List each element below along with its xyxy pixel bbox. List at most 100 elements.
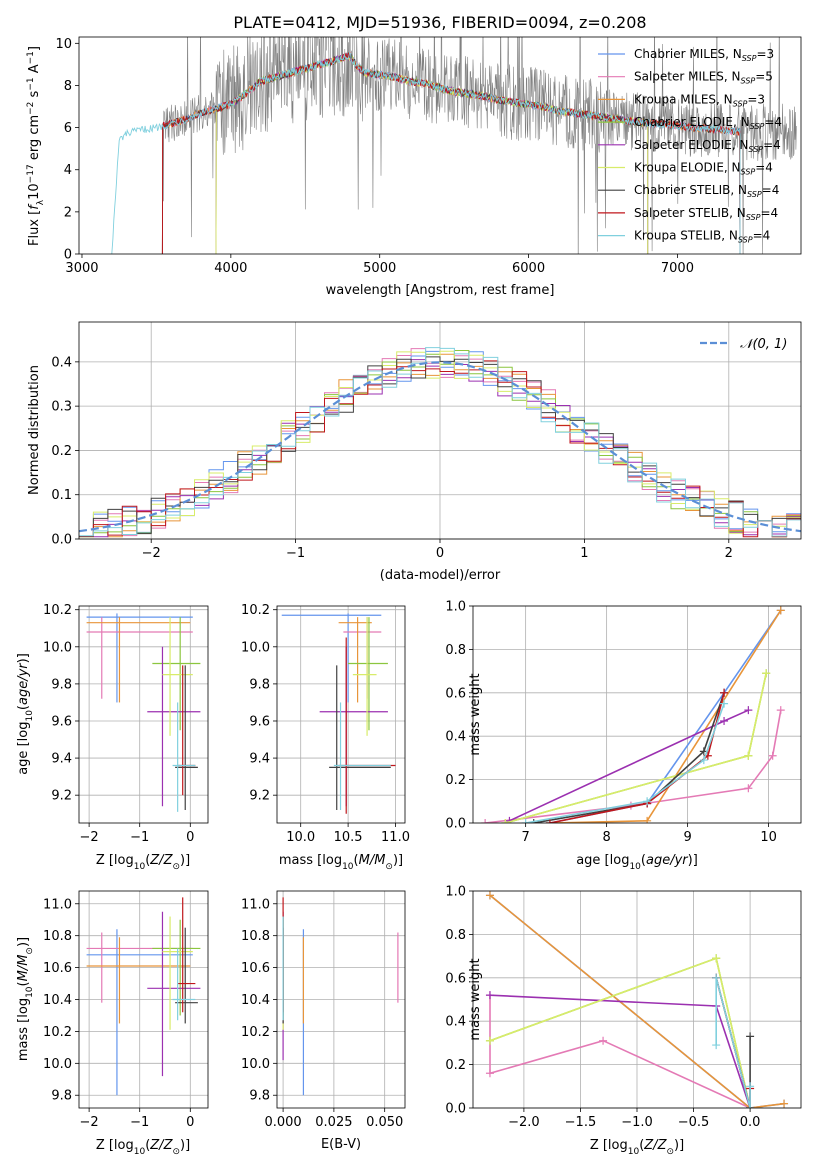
x-axis-label: mass [log10(M/M⊙)] <box>279 853 403 872</box>
label-part: ( <box>354 853 359 868</box>
legend-label-sub: SSP <box>750 122 765 131</box>
legend-label-sub: SSP <box>742 54 757 63</box>
weight-line-kroupa-miles <box>489 894 785 1108</box>
data-point-marker <box>744 784 753 793</box>
x-tick-label: 0 <box>186 1115 194 1130</box>
weight-line-kroupa-stelib <box>525 703 725 823</box>
data-point-marker <box>746 1032 755 1041</box>
x-tick-label: 4000 <box>214 261 247 276</box>
label-part: ( <box>145 1138 150 1153</box>
x-tick-label: 1 <box>580 546 588 561</box>
legend-label-sub: SSP <box>733 99 748 108</box>
data-point-marker <box>485 1069 494 1078</box>
y-axis-label: mass weight <box>468 673 483 755</box>
label-part: Z/Z <box>643 1138 667 1153</box>
plot-area <box>485 891 789 1108</box>
legend-label-count: =4 <box>755 161 773 175</box>
y-tick-label: 11.0 <box>241 897 270 912</box>
label-part: f <box>27 203 42 210</box>
x-tick-label: −1 <box>130 1115 149 1130</box>
x-tick-label: 3000 <box>65 261 98 276</box>
y-tick-label: 9.8 <box>51 677 72 692</box>
observed-spectrum-line <box>162 37 797 254</box>
x-tick-label: 10.5 <box>334 830 363 845</box>
y-tick-label: 6 <box>64 121 72 136</box>
y-tick-label: 10.0 <box>241 1057 270 1072</box>
weight-line-chabrier-elodie <box>489 957 751 1108</box>
label-part: M/M <box>359 853 386 868</box>
label-part: 10 <box>134 1147 146 1157</box>
label-part: M/M <box>16 955 31 982</box>
data-point-marker <box>485 1036 494 1045</box>
normal-curve <box>79 361 801 533</box>
label-part: age/yr <box>16 662 31 705</box>
data-point-marker <box>712 954 721 963</box>
label-part: ⊙ <box>385 862 393 872</box>
weight-line-salpeter-elodie <box>489 994 751 1108</box>
data-point-marker <box>643 816 652 823</box>
label-part: Z/Z <box>149 853 173 868</box>
axes-frame <box>472 890 802 1109</box>
legend-label-main: Kroupa STELIB, N <box>634 229 738 243</box>
legend-label: Kroupa STELIB, NSSP=4 <box>634 229 770 245</box>
y-tick-label: 10 <box>55 37 72 52</box>
y-tick-label: 10.0 <box>43 1057 72 1072</box>
plot-area <box>282 897 399 1096</box>
label-part: Z [log <box>590 1138 628 1153</box>
plot-area <box>481 606 785 823</box>
data-point-marker <box>521 819 530 823</box>
y-tick-label: 0 <box>64 248 72 263</box>
legend-label: 𝒩(0, 1) <box>740 337 787 352</box>
plot-area <box>86 897 201 1096</box>
y-tick-label: 1.0 <box>445 885 466 900</box>
y-tick-label: 10.8 <box>43 929 72 944</box>
y-tick-label: 2 <box>64 205 72 220</box>
x-tick-label: 9 <box>683 830 691 845</box>
x-axis-label: E(B-V) <box>321 1137 361 1152</box>
y-axis-label: Flux [fλ10−17 erg cm−2 s−1 A−1] <box>26 46 46 246</box>
y-tick-label: 9.6 <box>249 714 270 729</box>
label-part: A <box>27 64 42 77</box>
legend-label-count: =4 <box>763 138 781 152</box>
y-tick-label: 10.8 <box>241 929 270 944</box>
histogram-kroupa-elodie <box>79 350 801 538</box>
axes-frame <box>78 36 802 255</box>
x-tick-label: −1.0 <box>621 1115 653 1130</box>
legend-label: Salpeter MILES, NSSP=5 <box>634 70 773 86</box>
label-part: 10 <box>27 183 42 200</box>
y-tick-label: 4 <box>64 163 72 178</box>
label-part: )] <box>674 1138 684 1153</box>
legend-label-sub: SSP <box>741 168 756 177</box>
x-tick-label: 0.050 <box>366 1115 403 1130</box>
label-part: −1 <box>26 51 36 64</box>
y-tick-label: 0.4 <box>445 730 466 745</box>
y-tick-label: 0.6 <box>445 971 466 986</box>
legend-label: Salpeter ELODIE, NSSP=4 <box>634 138 781 154</box>
weight-line-kroupa-elodie <box>489 957 751 1108</box>
label-part: λ <box>36 199 46 205</box>
label-part: )] <box>180 1138 190 1153</box>
model-spectrum-chabrier-stelib <box>161 52 741 254</box>
label-part: ] <box>27 46 42 51</box>
data-point-marker <box>481 819 490 823</box>
panel-spectrum: 3000 4000 5000 6000 7000 0 2 4 6 8 10 Chabrier MILE… <box>26 36 802 298</box>
data-point-marker <box>746 1104 755 1108</box>
x-tick-label: −2 <box>80 830 99 845</box>
label-part: ⊙ <box>666 1147 674 1157</box>
label-part: ( <box>16 705 31 710</box>
x-tick-label: 10 <box>760 830 777 845</box>
legend-label-count: =4 <box>764 115 782 129</box>
legend-label-main: Kroupa ELODIE, N <box>634 161 741 175</box>
x-tick-label: 0.0 <box>740 1115 761 1130</box>
y-tick-label: 0.2 <box>445 1058 466 1073</box>
legend-label-sub: SSP <box>747 190 762 199</box>
histogram-salpeter-stelib <box>79 360 801 538</box>
y-tick-label: 8 <box>64 79 72 94</box>
histogram-kroupa-stelib <box>79 347 801 537</box>
axes-frame <box>472 605 802 824</box>
y-tick-label: 9.2 <box>51 789 72 804</box>
y-tick-label: 0.3 <box>51 400 72 415</box>
x-tick-label: −1 <box>286 546 305 561</box>
label-part: ( <box>639 1138 644 1153</box>
label-part: 10 <box>25 986 35 998</box>
